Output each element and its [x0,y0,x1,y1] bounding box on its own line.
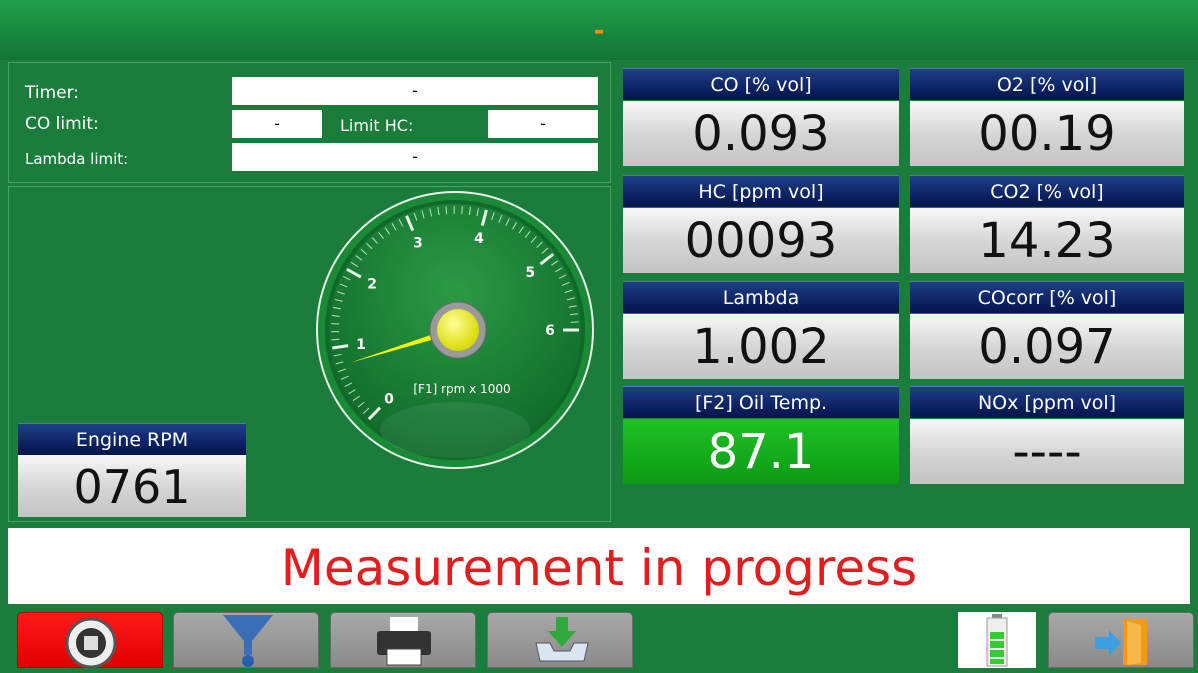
filter-icon [174,613,320,669]
reading-value: 14.23 [910,208,1184,273]
co-limit-label: CO limit: [25,114,99,134]
reading-header: CO2 [% vol] [910,175,1184,207]
reading-header: Lambda [623,281,899,313]
reading-header: [F2] Oil Temp. [623,386,899,418]
minor-tick [331,339,339,340]
header-title: - [0,16,1198,46]
gauge-tick-label: 4 [474,231,484,247]
gauge-tick-label: 2 [367,276,377,292]
reading-header: O2 [% vol] [910,68,1184,100]
print-icon [331,613,477,669]
reading-value: 0.093 [623,101,899,166]
stop-button[interactable] [17,612,163,668]
minor-tick [446,206,447,214]
lambda-limit-field: - [232,143,598,171]
reading-value: 87.1 [623,419,899,484]
gauge-hub [437,309,479,351]
exit-button[interactable] [1048,612,1194,668]
status-text: Measurement in progress [8,528,1190,604]
gauge-gloss [380,402,530,458]
reading-header: COcorr [% vol] [910,281,1184,313]
reading-value: 1.002 [623,314,899,379]
reading-header: NOx [ppm vol] [910,386,1184,418]
timer-label: Timer: [25,83,79,103]
gauge-tick-label: 1 [356,337,366,353]
hc-limit-field: - [488,110,598,138]
reading-header: HC [ppm vol] [623,175,899,207]
minor-tick [571,322,579,323]
hc-limit-label: Limit HC: [340,116,413,135]
rpm-value: 0761 [18,455,246,517]
gauge-tick-label: 0 [384,391,394,407]
gauge-tick-label: 3 [413,236,423,252]
gauge-caption: [F1] rpm x 1000 [413,382,510,396]
timer-field: - [232,77,598,105]
reading-value: 0.097 [910,314,1184,379]
gauge-tick-label: 5 [525,265,535,281]
save-button[interactable] [487,612,633,668]
save-icon [488,613,634,669]
reading-header: CO [% vol] [623,68,899,100]
reading-value: 00093 [623,208,899,273]
gauge-tick-label: 6 [545,323,555,339]
co-limit-field: - [232,110,322,138]
rpm-gauge: 0 1 2 3 4 5 6 [F1] rpm x 1000 [300,180,610,480]
filter-button[interactable] [173,612,319,668]
lambda-limit-label: Lambda limit: [25,150,128,168]
stop-icon [18,613,164,669]
rpm-header: Engine RPM [18,423,246,455]
battery-indicator [958,612,1036,668]
battery-icon [958,612,1036,668]
reading-value: 00.19 [910,101,1184,166]
reading-value: ---- [910,419,1184,484]
print-button[interactable] [330,612,476,668]
exit-icon [1049,613,1195,669]
